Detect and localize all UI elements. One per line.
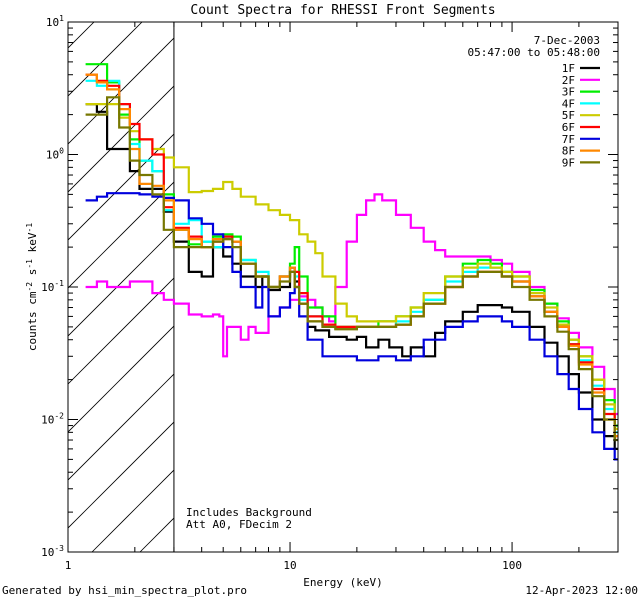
series-line-3f — [85, 63, 618, 427]
y-tick-label: 10-1 — [41, 279, 64, 294]
hatch-line — [68, 22, 143, 97]
time-range-label: 05:47:00 to 05:48:00 — [468, 46, 600, 59]
chart-title: Count Spectra for RHESSI Front Segments — [190, 3, 495, 18]
hatch-line — [68, 181, 174, 289]
hatch-line — [620, 0, 640, 552]
x-axis-label: Energy (keV) — [303, 576, 382, 589]
hatch-line — [68, 229, 174, 337]
y-tick-label: 10-2 — [41, 412, 64, 427]
legend-label-1f: 1F — [562, 62, 575, 75]
hatch-line — [572, 0, 640, 552]
generated-by-label: Generated by hsi_min_spectra_plot.pro — [2, 584, 247, 597]
legend-label-5f: 5F — [562, 109, 575, 122]
y-tick-label: 100 — [46, 147, 64, 162]
legend-label-3f: 3F — [562, 86, 575, 99]
series-line-1f — [85, 103, 618, 450]
series-line-4f — [85, 79, 618, 434]
x-tick-label: 100 — [502, 559, 522, 572]
y-tick-label: 10-3 — [41, 544, 64, 559]
hatch-line — [68, 37, 174, 145]
legend-label-8f: 8F — [562, 145, 575, 158]
legend-label-6f: 6F — [562, 121, 575, 134]
annotation-background: Includes Background — [186, 506, 312, 519]
series-line-5f — [85, 103, 618, 430]
x-tick-label: 1 — [65, 559, 72, 572]
legend-label-9f: 9F — [562, 156, 575, 169]
footer-timestamp: 12-Apr-2023 12:00 — [525, 584, 638, 597]
hatch-line — [476, 0, 640, 552]
series-line-9f — [85, 96, 618, 442]
series-line-2f — [85, 193, 618, 416]
hatch-line — [332, 0, 640, 552]
legend-label-2f: 2F — [562, 74, 575, 87]
date-label: 7-Dec-2003 — [534, 34, 600, 47]
hatched-region — [68, 0, 640, 552]
hatch-line — [68, 22, 95, 49]
x-tick-label: 10 — [283, 559, 296, 572]
y-tick-label: 101 — [46, 14, 64, 29]
hatch-line — [68, 373, 174, 481]
hatch-line — [68, 421, 174, 529]
legend-label-4f: 4F — [562, 97, 575, 110]
y-axis-label: counts cm-2 s-1 keV-1 — [25, 223, 39, 351]
legend-label-7f: 7F — [562, 133, 575, 146]
annotation-attenuator: Att A0, FDecim 2 — [186, 518, 292, 531]
hatch-line — [524, 0, 640, 552]
